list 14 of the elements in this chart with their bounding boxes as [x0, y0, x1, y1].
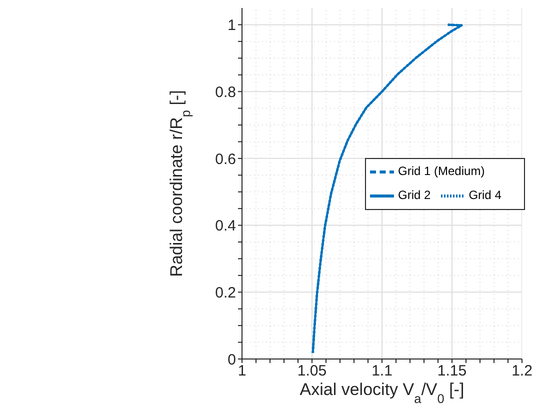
legend-label: Grid 2	[398, 188, 431, 202]
y-tick-label: 0.8	[215, 84, 236, 101]
y-tick-label: 0	[228, 351, 236, 368]
legend-label: Grid 4	[468, 188, 502, 202]
y-tick-label: 0.6	[215, 150, 236, 168]
x-axis-title: Axial velocity V$_{a}$/V$_{0}$ [-]	[300, 380, 464, 406]
x-tick-label: 1.15	[437, 362, 467, 380]
legend-label: Grid 1 (Medium)	[398, 164, 485, 178]
y-tick-label: 0.2	[215, 284, 236, 302]
x-tick-label: 1.2	[512, 362, 532, 380]
x-tick-label: 1.1	[372, 362, 392, 380]
y-tick-label: 1	[228, 17, 236, 34]
y-tick-label: 0.4	[215, 218, 236, 235]
x-tick-label: 1.05	[297, 362, 327, 380]
